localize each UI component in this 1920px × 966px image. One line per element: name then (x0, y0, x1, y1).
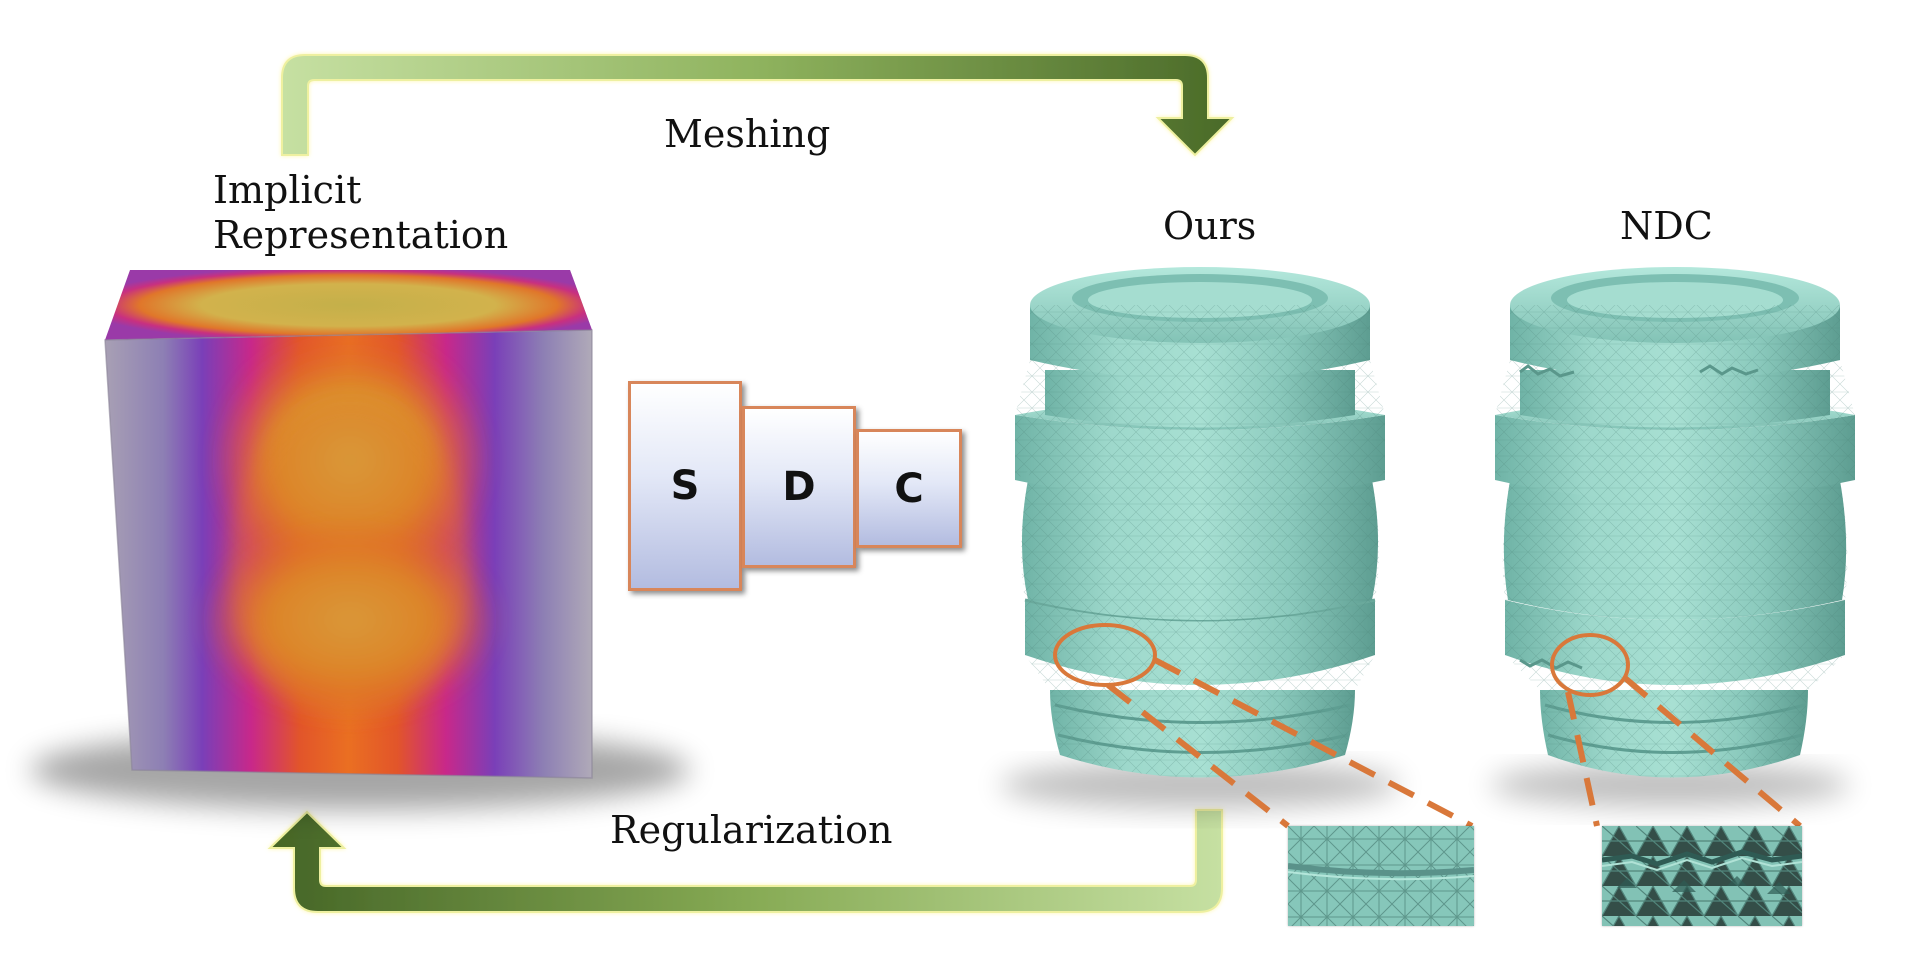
implicit-label-line2: Representation (213, 212, 509, 257)
ndc-zoom-inset (1602, 826, 1802, 926)
regularization-arrow (267, 809, 1223, 913)
network-block-s: S (628, 381, 742, 591)
implicit-representation-label: Implicit Representation (213, 168, 508, 258)
ndc-highlight-circle (1550, 633, 1630, 697)
ours-barrel-mesh (1000, 267, 1400, 809)
network-block-d: D (742, 406, 856, 568)
implicit-label-line1: Implicit (213, 168, 362, 212)
meshing-arrow (281, 54, 1235, 157)
ndc-zoom-mesh (1602, 826, 1802, 926)
ours-zoom-inset (1288, 826, 1474, 926)
implicit-cube (30, 270, 690, 810)
zoom-connectors (1106, 657, 1802, 829)
regularization-label: Regularization (610, 808, 893, 852)
ours-label: Ours (1163, 204, 1257, 248)
ours-highlight-circle (1053, 623, 1157, 687)
ndc-label: NDC (1620, 204, 1713, 248)
meshing-label: Meshing (664, 112, 831, 156)
ndc-barrel-mesh (1490, 267, 1855, 807)
ours-zoom-mesh (1288, 826, 1474, 926)
network-block-c: C (856, 429, 962, 548)
